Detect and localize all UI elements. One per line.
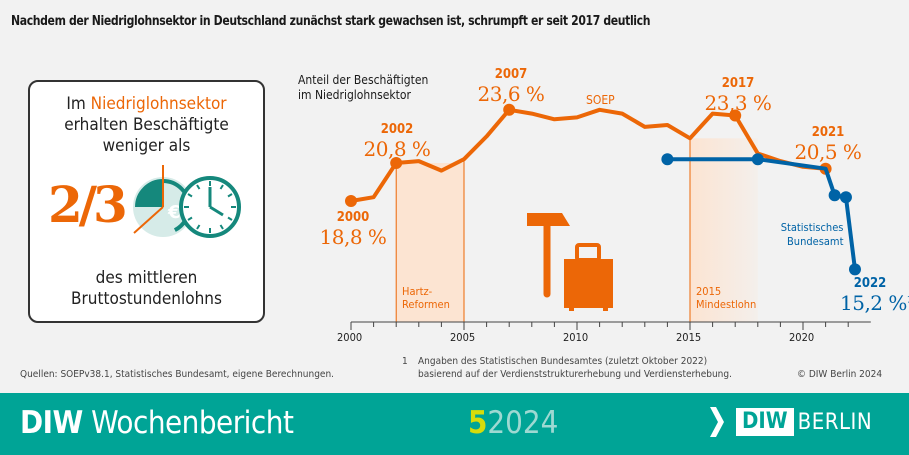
annotation-2007: 2007 23,6 %	[476, 67, 546, 106]
annotation-value: 18,8 %	[319, 225, 387, 249]
data-point-2007	[503, 103, 516, 116]
publication-title: DIW Wochenbericht	[20, 405, 294, 441]
data-point-2014	[661, 153, 674, 166]
sources-note: Quellen: SOEPv38.1, Statistisches Bundes…	[20, 369, 335, 380]
data-point-2022.3	[848, 263, 861, 276]
x-tick-label: 2005	[450, 331, 476, 344]
series-label-destatis-1: Statistisches	[780, 221, 844, 234]
data-point-2000	[345, 195, 357, 207]
annotation-2017: 2017 23,3 %	[703, 76, 773, 115]
x-tick-label: 2010	[563, 331, 589, 344]
period-label-mindestlohn: 2015 Mindestlohn	[696, 285, 756, 311]
brand: DIW	[20, 405, 83, 441]
info-highlight: Niedriglohnsektor	[90, 94, 227, 114]
info-line-4: des mittleren	[95, 268, 198, 288]
series-label-destatis-2: Bundesamt	[787, 235, 844, 248]
period-label-line: Hartz-	[402, 285, 433, 298]
data-point-2002	[390, 157, 403, 169]
annotation-value: 23,3 %	[704, 91, 772, 115]
footnote-line-1: Angaben des Statistischen Bundesamtes (z…	[418, 356, 708, 367]
annotation-year: 2000	[336, 210, 370, 225]
logo-mark-icon	[710, 407, 724, 437]
data-point-2021.9	[839, 191, 852, 204]
logo-city: BERLIN	[797, 409, 873, 435]
x-tick-label: 2000	[337, 331, 363, 344]
coin-clock-icon: €	[133, 165, 241, 238]
suitcase-icon	[564, 243, 613, 311]
annotation-2021: 2021 20,5 %	[793, 125, 863, 164]
period-label-line: Mindestlohn	[696, 298, 757, 311]
data-point-2017	[729, 109, 742, 122]
hammer-icon	[527, 213, 570, 298]
period-shade	[690, 138, 758, 322]
series-label-soep: SOEP	[586, 93, 615, 107]
annotation-value: 23,6 %	[477, 82, 545, 106]
info-line-2: erhalten Beschäftigte	[64, 115, 229, 135]
info-line-3: weniger als	[102, 136, 191, 156]
info-text: Im	[66, 94, 91, 114]
x-tick-label: 2020	[789, 331, 815, 344]
annotation-2002: 2002 20,8 %	[362, 122, 432, 161]
footnote-marker: 1	[907, 295, 909, 305]
issue-number: 5	[468, 405, 488, 441]
annotation-year: 2002	[380, 122, 414, 137]
annotation-value: 20,5 %	[794, 140, 862, 164]
annotation-value-wrap: 15,2 %1	[840, 291, 909, 315]
annotation-year: 2007	[494, 67, 528, 82]
period-label-line: Reformen	[402, 298, 450, 311]
period-shade	[396, 163, 464, 322]
data-point-2018	[751, 153, 764, 166]
chart-title: Nachdem der Niedriglohnsektor in Deutsch…	[11, 14, 651, 29]
info-line-1: Im Niedriglohnsektor	[30, 94, 263, 115]
logo-box-text: DIW	[736, 408, 794, 436]
issue-year: 2024	[487, 405, 559, 441]
footnote-number: 1	[402, 356, 408, 367]
publication-name: Wochenbericht	[91, 405, 294, 441]
annotation-2000: 2000 18,8 %	[318, 210, 388, 249]
info-line-5: Bruttostundenlohns	[71, 289, 222, 309]
y-axis-label-1: Anteil der Beschäftigten	[298, 73, 429, 87]
annotation-value: 20,8 %	[363, 137, 431, 161]
annotation-year: 2017	[721, 76, 755, 91]
annotation-year: 2022	[853, 276, 887, 291]
period-label-line: 2015	[696, 285, 722, 298]
svg-text:€: €	[167, 202, 181, 223]
copyright: © DIW Berlin 2024	[797, 369, 883, 380]
line-chart	[345, 103, 871, 330]
destatis-line	[667, 157, 857, 270]
issue: 52024	[468, 405, 558, 441]
y-axis-label-2: im Niedriglohnsektor	[298, 88, 411, 102]
footnote-line-2: basierend auf der Verdienststrukturerheb…	[418, 369, 732, 380]
fraction-two-thirds: 2/3	[48, 175, 128, 234]
annotation-year: 2021	[811, 125, 845, 140]
period-label-hartz: Hartz- Reformen	[402, 285, 450, 311]
data-point-2021.4	[828, 189, 841, 202]
diw-berlin-logo: DIW BERLIN	[710, 407, 872, 437]
series-label-destatis: Statistisches Bundesamt	[780, 221, 844, 249]
x-tick-label: 2015	[676, 331, 702, 344]
soep-line	[350, 107, 826, 203]
annotation-value: 15,2 %	[840, 291, 907, 315]
